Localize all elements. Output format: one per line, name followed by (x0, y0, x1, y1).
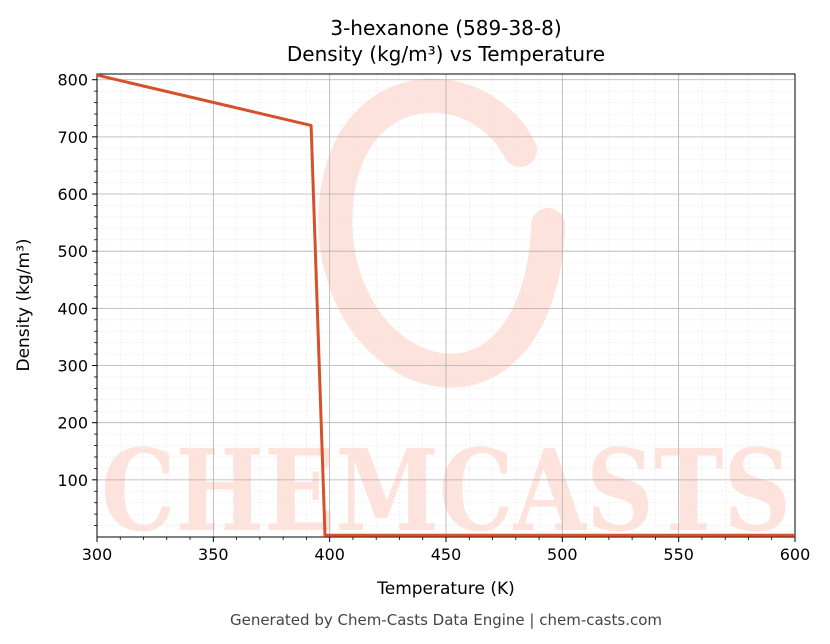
x-axis-label: Temperature (K) (376, 579, 515, 599)
x-tick-label: 600 (780, 545, 811, 564)
y-tick-label: 800 (57, 71, 88, 90)
y-tick-label: 700 (57, 128, 88, 147)
y-tick-label: 500 (57, 242, 88, 261)
x-tick-label: 500 (547, 545, 578, 564)
chart-title: 3-hexanone (589-38-8) (330, 16, 561, 40)
y-tick-label: 200 (57, 414, 88, 433)
y-tick-labels: 100 200 300 400 500 600 700 800 (57, 71, 88, 490)
x-tick-label: 550 (663, 545, 694, 564)
density-series-line (96, 73, 795, 537)
y-tick-label: 300 (57, 357, 88, 376)
y-tick-label: 100 (57, 471, 88, 490)
axis-ticks (92, 79, 796, 542)
series-group (96, 73, 795, 537)
x-tick-labels: 300 350 400 450 500 550 600 (82, 545, 811, 564)
x-tick-label: 300 (82, 545, 113, 564)
footer-credit: Generated by Chem-Casts Data Engine | ch… (230, 611, 662, 629)
watermark-logo-arc (318, 78, 565, 388)
y-axis-label: Density (kg/m³) (14, 238, 34, 371)
x-tick-label: 350 (198, 545, 229, 564)
y-tick-label: 600 (57, 185, 88, 204)
x-tick-label: 400 (314, 545, 345, 564)
x-tick-label: 450 (431, 545, 462, 564)
major-grid (96, 74, 796, 537)
y-tick-label: 400 (57, 299, 88, 318)
chart-subtitle: Density (kg/m³) vs Temperature (287, 42, 605, 66)
